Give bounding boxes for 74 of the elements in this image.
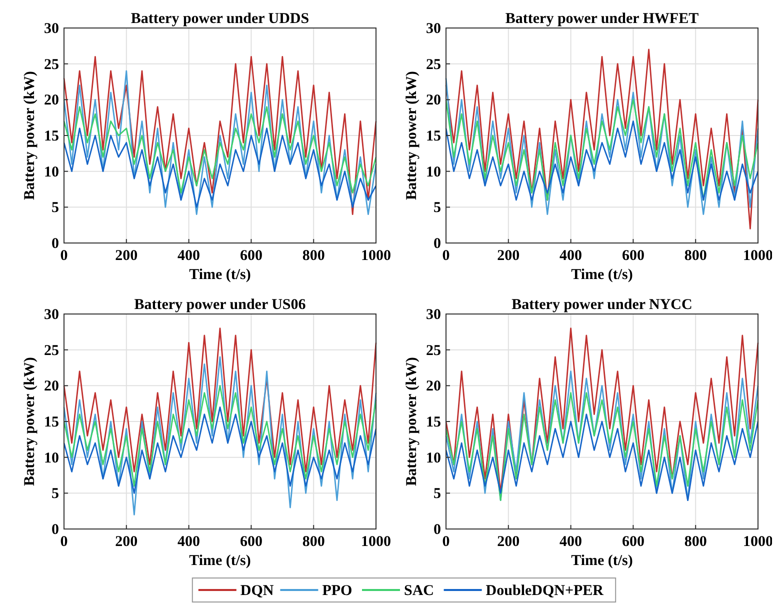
x-tick-label: 200 xyxy=(497,248,520,264)
chart-title: Battery power under US06 xyxy=(134,297,306,313)
y-tick-label: 25 xyxy=(426,342,441,359)
y-tick-label: 0 xyxy=(52,236,59,252)
y-tick-label: 20 xyxy=(426,378,441,395)
y-axis-title: Battery power (kW) xyxy=(22,71,38,200)
line-series xyxy=(63,384,377,487)
y-tick-label: 15 xyxy=(426,128,441,144)
legend-label: SAC xyxy=(404,583,434,599)
x-tick-label: 800 xyxy=(684,248,707,264)
x-axis-title: Time (t/s) xyxy=(571,267,633,283)
x-tick-label: 1000 xyxy=(361,248,391,264)
line-series xyxy=(445,98,759,201)
line-series xyxy=(445,77,759,216)
y-tick-label: 25 xyxy=(44,56,59,73)
line-series xyxy=(63,406,377,494)
x-tick-label: 800 xyxy=(302,534,325,550)
x-axis-title: Time (t/s) xyxy=(189,267,251,283)
line-series xyxy=(445,48,759,230)
y-tick-label: 5 xyxy=(434,486,441,502)
y-tick-label: 25 xyxy=(44,342,59,359)
y-tick-label: 15 xyxy=(44,414,59,430)
x-tick-label: 200 xyxy=(115,248,138,264)
y-tick-label: 0 xyxy=(434,522,441,538)
line-series xyxy=(63,328,377,472)
legend-label: PPO xyxy=(322,583,352,599)
y-axis-title: Battery power (kW) xyxy=(22,357,38,486)
x-tick-label: 600 xyxy=(240,534,262,550)
chart-title: Battery power under NYCC xyxy=(512,297,692,313)
y-tick-label: 20 xyxy=(44,378,59,395)
y-tick-label: 5 xyxy=(52,486,59,502)
x-tick-label: 400 xyxy=(178,248,200,264)
line-series xyxy=(445,414,759,502)
legend-label: DQN xyxy=(240,583,274,599)
line-series xyxy=(63,128,377,208)
chart-title: Battery power under UDDS xyxy=(130,11,310,27)
line-series xyxy=(63,356,377,516)
x-tick-label: 800 xyxy=(684,534,707,550)
y-tick-label: 15 xyxy=(426,414,441,430)
y-tick-label: 5 xyxy=(52,200,59,216)
y-tick-label: 30 xyxy=(426,21,441,37)
x-axis-title: Time (t/s) xyxy=(189,553,251,569)
y-tick-label: 20 xyxy=(44,92,59,109)
y-tick-label: 10 xyxy=(44,164,59,180)
y-tick-label: 15 xyxy=(44,128,59,144)
legend-label: DoubleDQN+PER xyxy=(486,583,604,599)
y-tick-label: 25 xyxy=(426,56,441,73)
y-axis-title: Battery power (kW) xyxy=(404,71,420,200)
y-tick-label: 20 xyxy=(426,92,441,109)
x-tick-label: 600 xyxy=(622,248,644,264)
x-tick-label: 400 xyxy=(178,534,200,550)
y-tick-label: 10 xyxy=(426,450,441,466)
y-tick-label: 0 xyxy=(434,236,441,252)
y-tick-label: 10 xyxy=(44,450,59,466)
line-series xyxy=(445,120,759,201)
y-tick-label: 10 xyxy=(426,164,441,180)
x-tick-label: 400 xyxy=(560,534,582,550)
chart-title: Battery power under HWFET xyxy=(505,11,699,27)
y-tick-label: 30 xyxy=(44,307,59,323)
line-series xyxy=(63,106,377,194)
x-tick-label: 800 xyxy=(302,248,325,264)
x-tick-label: 600 xyxy=(622,534,644,550)
x-axis-title: Time (t/s) xyxy=(571,553,633,569)
y-tick-label: 30 xyxy=(426,307,441,323)
line-series xyxy=(445,392,759,502)
y-tick-label: 0 xyxy=(52,522,59,538)
x-tick-label: 400 xyxy=(560,248,582,264)
y-tick-label: 5 xyxy=(434,200,441,216)
x-tick-label: 200 xyxy=(497,534,520,550)
x-tick-label: 1000 xyxy=(361,534,391,550)
x-tick-label: 600 xyxy=(240,248,262,264)
y-tick-label: 30 xyxy=(44,21,59,37)
x-tick-label: 200 xyxy=(115,534,138,550)
y-axis-title: Battery power (kW) xyxy=(404,357,420,486)
